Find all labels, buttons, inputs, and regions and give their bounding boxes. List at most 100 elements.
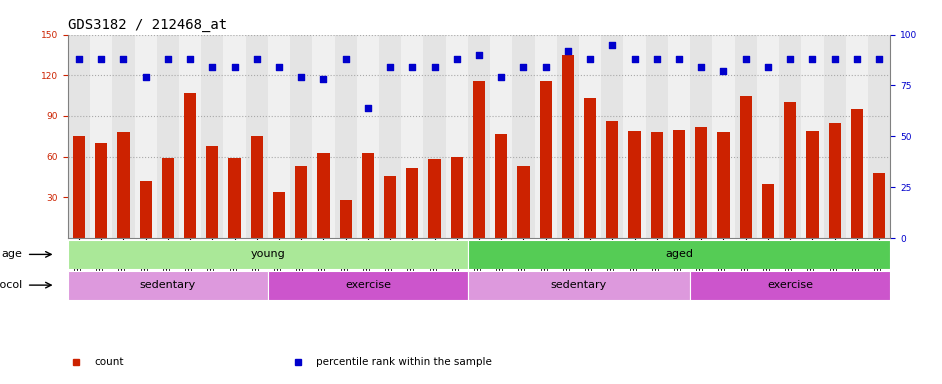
Point <box>72 56 87 62</box>
Bar <box>712 35 735 238</box>
Bar <box>517 166 529 238</box>
Bar <box>607 121 619 238</box>
Bar <box>473 81 485 238</box>
Bar <box>206 146 219 238</box>
Bar <box>268 271 468 300</box>
Bar <box>540 81 552 238</box>
Bar <box>424 35 446 238</box>
Point <box>382 64 398 70</box>
Text: percentile rank within the sample: percentile rank within the sample <box>317 358 492 367</box>
Point <box>204 64 219 70</box>
Bar <box>290 35 313 238</box>
Bar <box>739 96 752 238</box>
Bar <box>762 184 774 238</box>
Point <box>827 56 842 62</box>
Bar <box>784 103 796 238</box>
Bar <box>601 35 624 238</box>
Point <box>560 48 576 54</box>
Point <box>338 56 353 62</box>
Bar <box>68 240 468 269</box>
Bar <box>73 136 85 238</box>
Bar <box>313 35 334 238</box>
Bar <box>156 35 179 238</box>
Point <box>271 64 286 70</box>
Bar <box>68 35 90 238</box>
Bar <box>429 159 441 238</box>
Bar <box>756 35 779 238</box>
Bar <box>202 35 223 238</box>
Bar <box>295 166 307 238</box>
Bar <box>68 271 268 300</box>
Bar <box>561 55 574 238</box>
Point <box>871 56 886 62</box>
Text: exercise: exercise <box>767 280 813 290</box>
Bar <box>334 35 357 238</box>
Point <box>405 64 420 70</box>
Bar <box>228 158 240 238</box>
Bar <box>690 271 890 300</box>
Point <box>160 56 175 62</box>
Bar <box>446 35 468 238</box>
Bar <box>512 35 534 238</box>
Bar <box>490 35 512 238</box>
Bar <box>868 35 890 238</box>
Bar <box>534 35 557 238</box>
Bar <box>357 35 379 238</box>
Bar <box>468 240 890 269</box>
Bar <box>317 152 330 238</box>
Bar <box>251 136 263 238</box>
Bar <box>135 35 156 238</box>
Bar <box>668 35 690 238</box>
Bar <box>273 192 285 238</box>
Point <box>672 56 687 62</box>
Text: count: count <box>94 358 123 367</box>
Point <box>627 56 642 62</box>
Text: protocol: protocol <box>0 280 23 290</box>
Point <box>449 56 464 62</box>
Bar <box>779 35 802 238</box>
Point <box>427 64 442 70</box>
Bar <box>401 35 424 238</box>
Point <box>605 42 620 48</box>
Bar <box>846 35 868 238</box>
Bar <box>645 35 668 238</box>
Point <box>739 56 754 62</box>
Bar <box>339 200 351 238</box>
Bar <box>718 132 730 238</box>
Text: aged: aged <box>665 249 693 260</box>
Text: young: young <box>251 249 285 260</box>
Bar <box>579 35 601 238</box>
Bar <box>695 127 707 238</box>
Bar <box>735 35 756 238</box>
Bar <box>690 35 712 238</box>
Bar <box>223 35 246 238</box>
Point <box>494 74 509 80</box>
Text: sedentary: sedentary <box>551 280 608 290</box>
Bar <box>806 131 819 238</box>
Point <box>783 56 798 62</box>
Point <box>716 68 731 74</box>
Bar <box>468 35 490 238</box>
Bar <box>851 109 863 238</box>
Point <box>516 64 531 70</box>
Bar <box>624 35 645 238</box>
Bar <box>268 35 290 238</box>
Bar <box>184 93 196 238</box>
Bar <box>873 173 885 238</box>
Point <box>294 74 309 80</box>
Bar <box>406 167 418 238</box>
Bar <box>90 35 112 238</box>
Bar <box>117 132 129 238</box>
Bar <box>802 35 823 238</box>
Bar <box>823 35 846 238</box>
Bar <box>179 35 202 238</box>
Bar <box>450 157 463 238</box>
Point <box>183 56 198 62</box>
Text: GDS3182 / 212468_at: GDS3182 / 212468_at <box>68 18 227 32</box>
Point <box>250 56 265 62</box>
Point <box>116 56 131 62</box>
Bar <box>468 271 690 300</box>
Bar <box>584 98 596 238</box>
Point <box>316 76 331 83</box>
Bar <box>162 158 174 238</box>
